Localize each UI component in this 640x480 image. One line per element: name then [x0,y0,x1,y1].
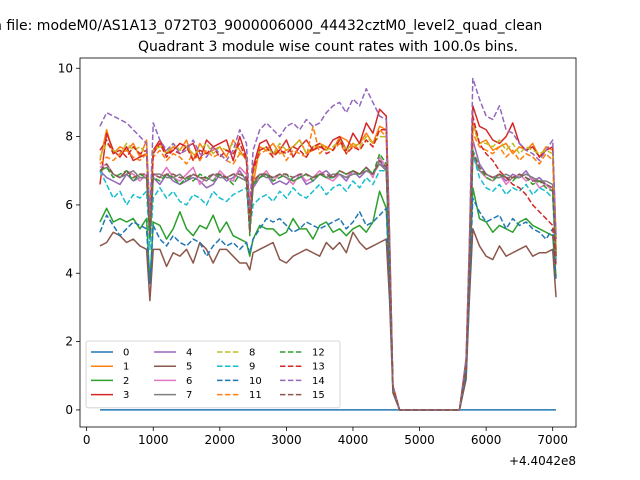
legend-label-7: 7 [186,390,192,401]
series-line-11 [99,125,557,411]
y-tick-label: 4 [65,266,73,280]
series-line-9 [99,152,557,411]
series-line-3 [99,105,557,411]
legend-label-15: 15 [312,390,325,401]
x-axis: 0 1000 2000 3000 4000 5000 6000 7000 [83,427,568,447]
series-line-2 [99,187,557,411]
legend-box [85,340,341,409]
legend-label-6: 6 [186,376,192,387]
x-tick-label: 5000 [404,433,435,447]
x-tick-label: 1000 [138,433,169,447]
legend-label-14: 14 [312,376,325,387]
x-tick-label: 3000 [271,433,302,447]
series-line-14 [99,77,557,411]
y-axis: 0 2 4 6 8 10 [58,61,80,417]
chart-title: Quadrant 3 module wise count rates with … [138,39,518,55]
legend-label-5: 5 [186,362,192,373]
x-tick-label: 6000 [471,433,502,447]
series-layer [99,77,557,411]
x-tick-label: 0 [83,433,91,447]
legend-label-0: 0 [123,348,129,359]
legend-label-13: 13 [312,362,325,373]
series-line-12 [99,149,557,411]
series-line-5 [99,228,557,411]
legend-label-1: 1 [123,362,129,373]
y-tick-label: 8 [65,130,73,144]
series-line-15 [99,152,557,411]
series-line-13 [99,115,557,411]
x-offset-label: +4.4042e8 [509,454,576,468]
y-tick-label: 6 [65,198,73,212]
x-tick-label: 7000 [537,433,568,447]
legend-label-10: 10 [249,376,262,387]
y-tick-label: 2 [65,335,73,349]
x-tick-label: 4000 [338,433,369,447]
figure-suptitle: n file: modeM0/AS1A13_072T03_9000006000_… [0,18,542,34]
axes-frame [79,57,577,428]
series-line-10 [99,197,557,411]
series-line-4 [99,139,557,411]
legend-label-2: 2 [123,376,129,387]
y-tick-label: 10 [58,61,73,75]
legend-label-4: 4 [186,348,192,359]
legend-label-8: 8 [249,348,255,359]
x-tick-label: 2000 [205,433,236,447]
legend-label-3: 3 [123,390,129,401]
legend-label-12: 12 [312,348,325,359]
legend-label-11: 11 [249,390,262,401]
legend-label-9: 9 [249,362,255,373]
y-tick-label: 0 [65,403,73,417]
